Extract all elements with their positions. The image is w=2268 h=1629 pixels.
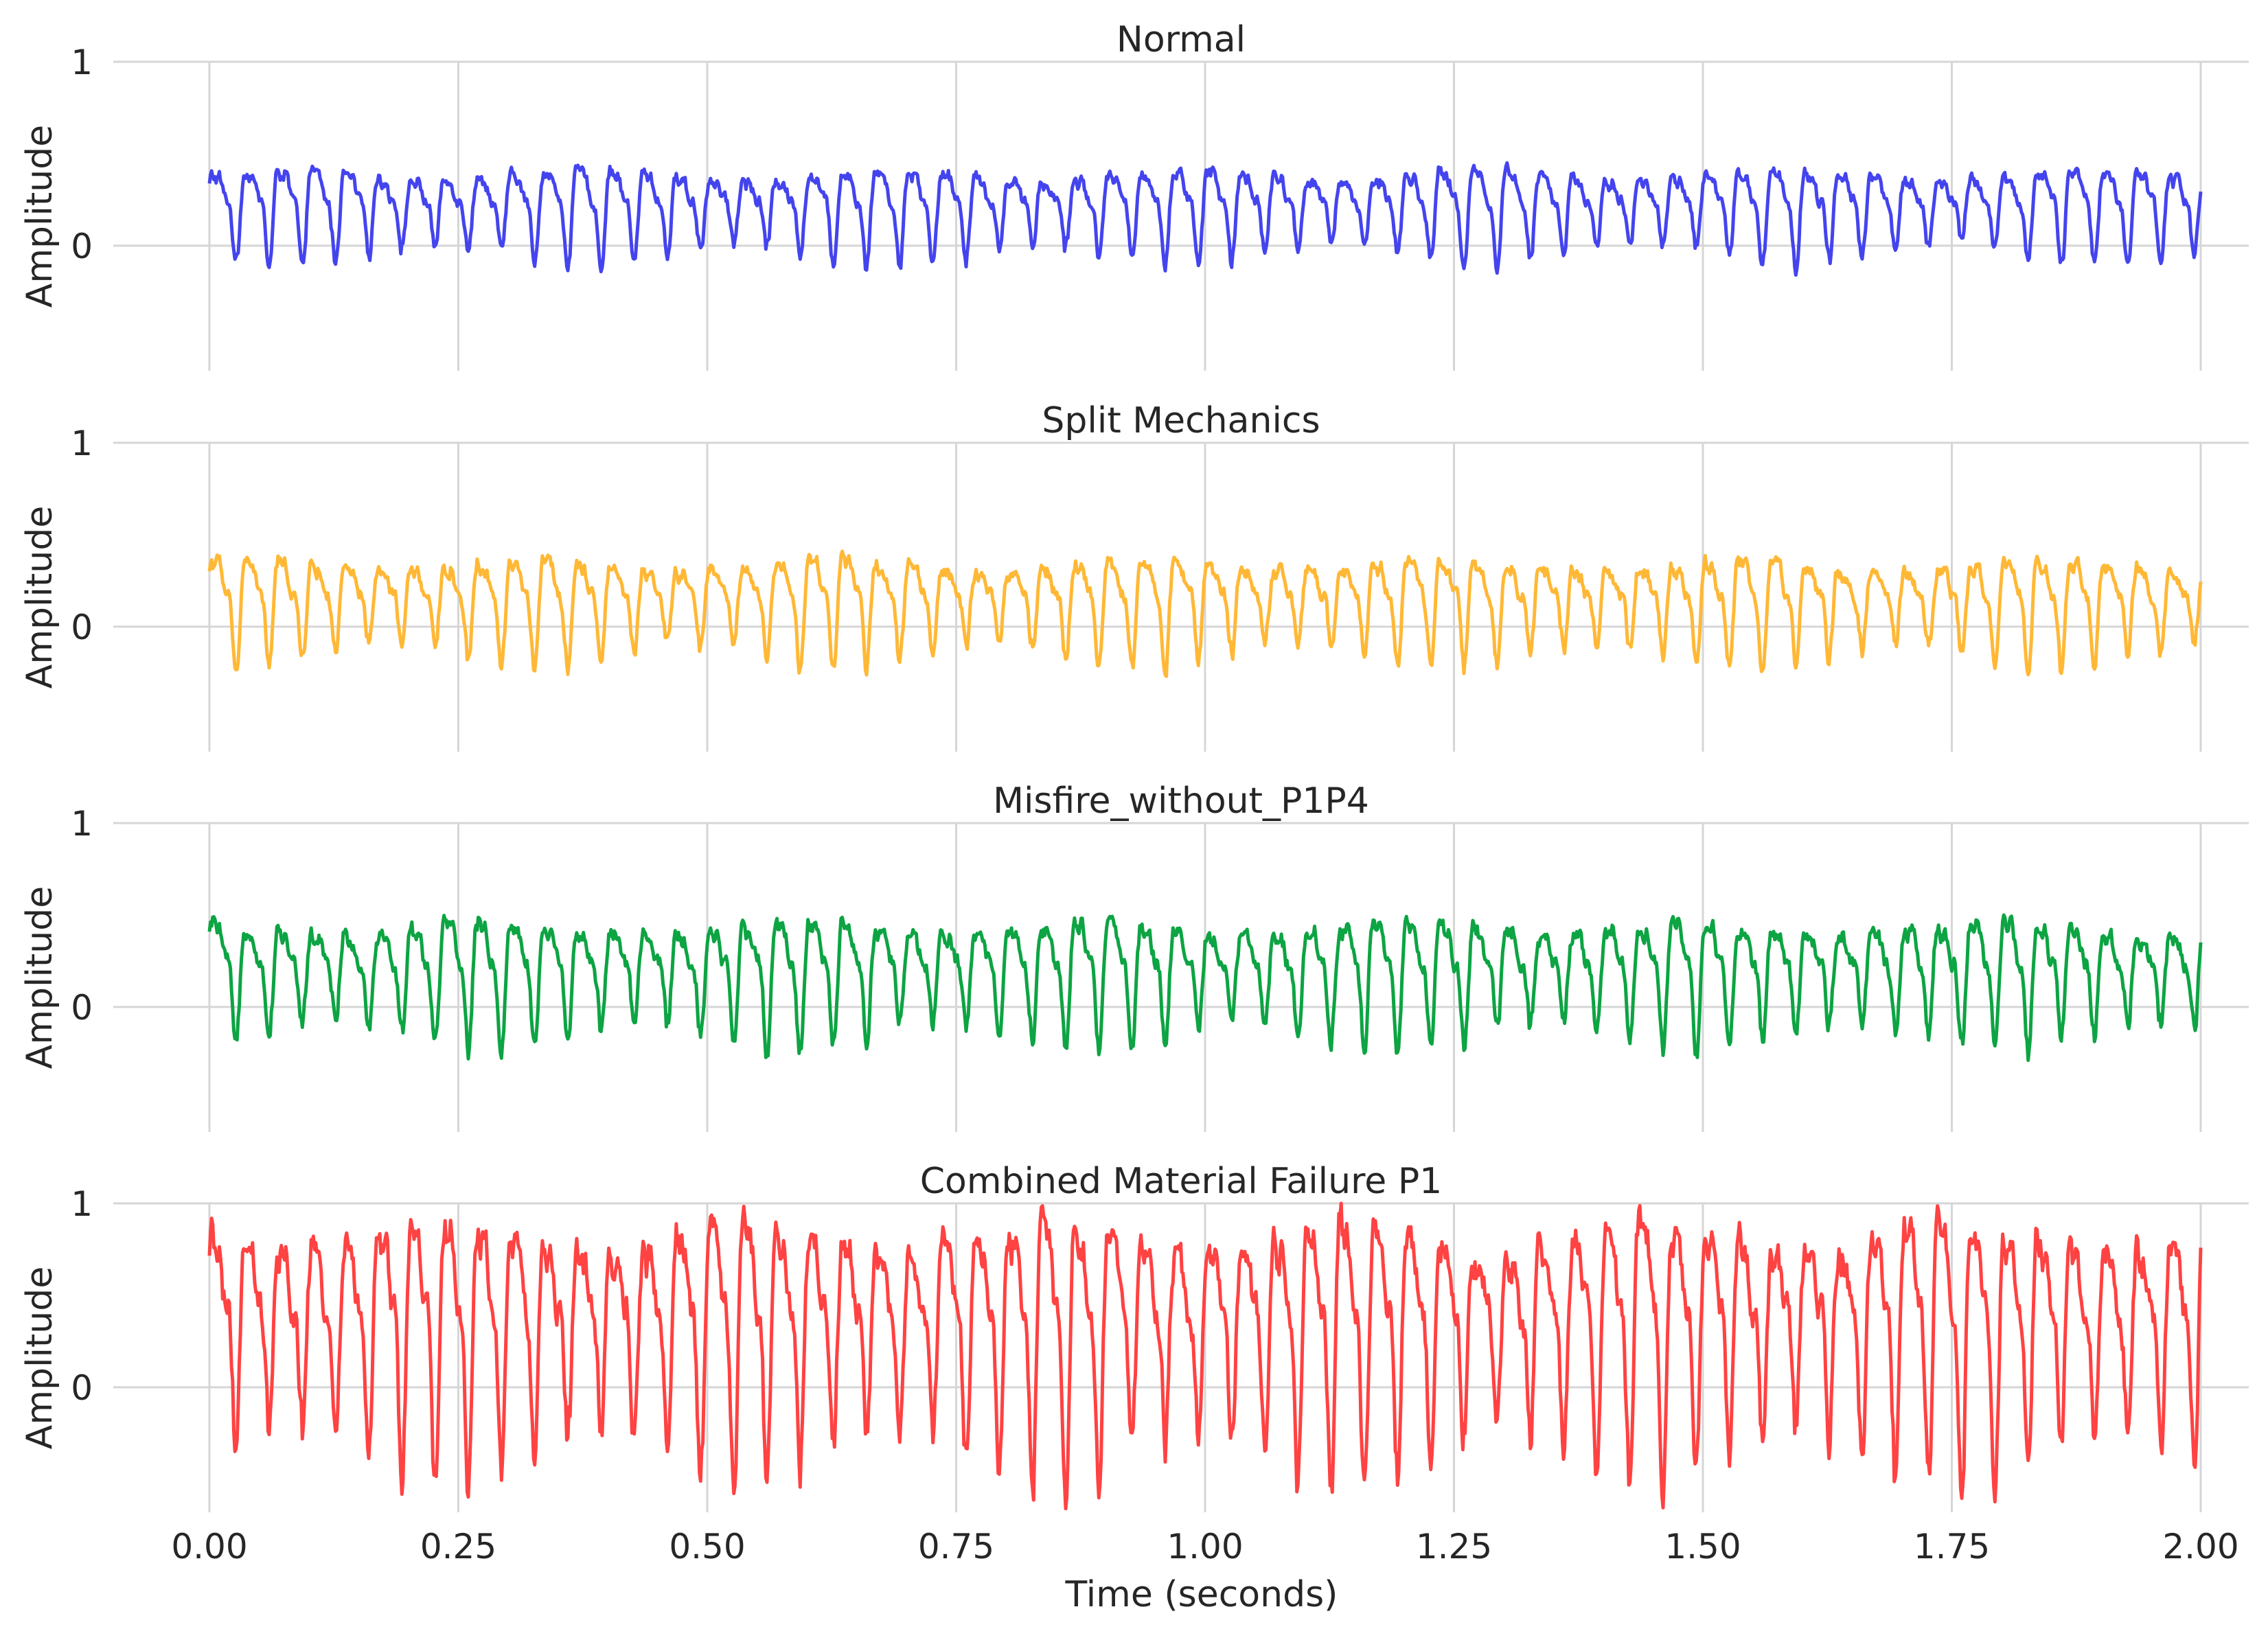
x-tick-label: 0.50 — [669, 1527, 745, 1567]
x-tick-label: 1.75 — [1914, 1527, 1990, 1567]
y-axis-label: Amplitude — [19, 1267, 60, 1449]
y-tick-label: 1 — [71, 424, 93, 463]
x-tick-label: 0.75 — [918, 1527, 994, 1567]
panel-title: Normal — [1116, 19, 1246, 60]
panel-1: 0 1 Normal Amplitude — [19, 19, 2249, 371]
panel-title: Combined Material Failure P1 — [920, 1161, 1443, 1202]
x-tick-label: 1.50 — [1664, 1527, 1741, 1567]
x-axis: 0.00 0.25 0.50 0.75 1.00 1.25 1.50 1.75 2.00 — [171, 1527, 2238, 1567]
y-tick-label: 1 — [71, 43, 93, 82]
panel-title: Misfire_without_P1P4 — [993, 781, 1369, 822]
panel-title: Split Mechanics — [1042, 400, 1320, 441]
x-axis-label: Time (seconds) — [1065, 1574, 1338, 1615]
series-line — [207, 161, 2203, 277]
y-tick-label: 0 — [71, 988, 93, 1028]
x-tick-label: 0.00 — [171, 1527, 247, 1567]
y-axis-label: Amplitude — [19, 886, 60, 1069]
y-tick-label: 0 — [71, 1368, 93, 1408]
y-tick-label: 0 — [71, 227, 93, 266]
panel-2: 0 1 Split Mechanics Amplitude — [19, 400, 2249, 752]
y-tick-label: 0 — [71, 608, 93, 647]
x-tick-label: 0.25 — [420, 1527, 496, 1567]
y-tick-label: 1 — [71, 804, 93, 844]
panels: 0 1 Normal Amplitude 0 1 Split Mechanics Amplit… — [19, 19, 2249, 1512]
x-tick-label: 2.00 — [2162, 1527, 2238, 1567]
x-tick-label: 1.00 — [1167, 1527, 1243, 1567]
y-axis-label: Amplitude — [19, 125, 60, 308]
series-line — [207, 1201, 2203, 1511]
x-tick-label: 1.25 — [1416, 1527, 1492, 1567]
series-line — [207, 549, 2203, 678]
y-tick-label: 1 — [71, 1184, 93, 1224]
y-axis-label: Amplitude — [19, 506, 60, 689]
panel-4: 0 1 Combined Material Failure P1 Amplitude — [19, 1161, 2249, 1512]
series-line — [207, 913, 2203, 1062]
panel-3: 0 1 Misfire_without_P1P4 Amplitude — [19, 781, 2249, 1132]
